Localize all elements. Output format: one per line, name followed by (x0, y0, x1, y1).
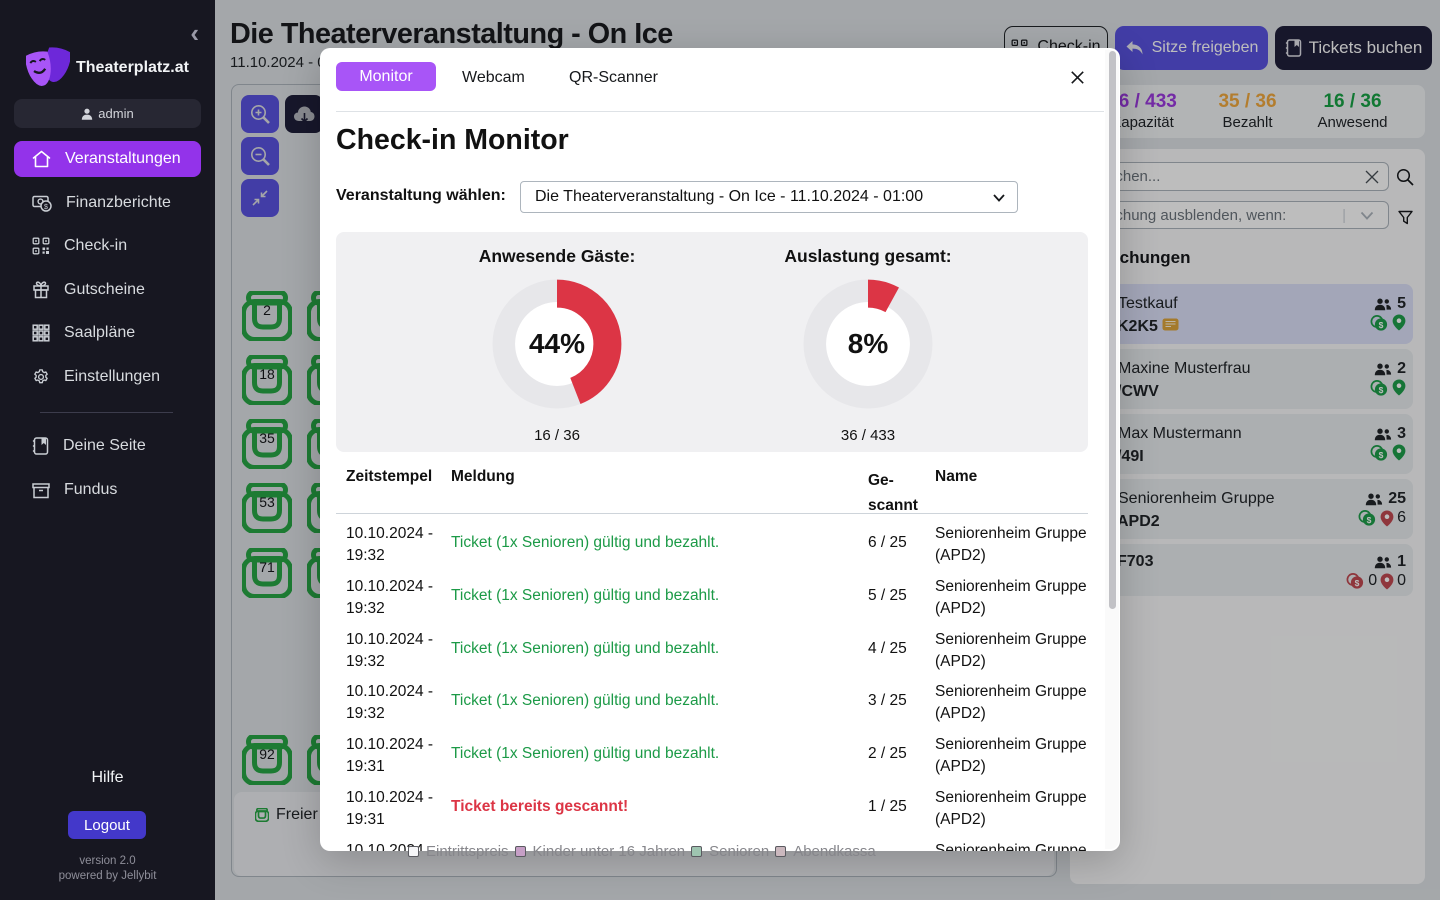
svg-text:$: $ (1379, 320, 1384, 330)
svg-text:$: $ (1367, 515, 1372, 525)
svg-text:$: $ (1379, 450, 1384, 460)
svg-text:$: $ (44, 204, 48, 211)
svg-text:$: $ (1355, 578, 1360, 588)
svg-text:$: $ (1379, 385, 1384, 395)
